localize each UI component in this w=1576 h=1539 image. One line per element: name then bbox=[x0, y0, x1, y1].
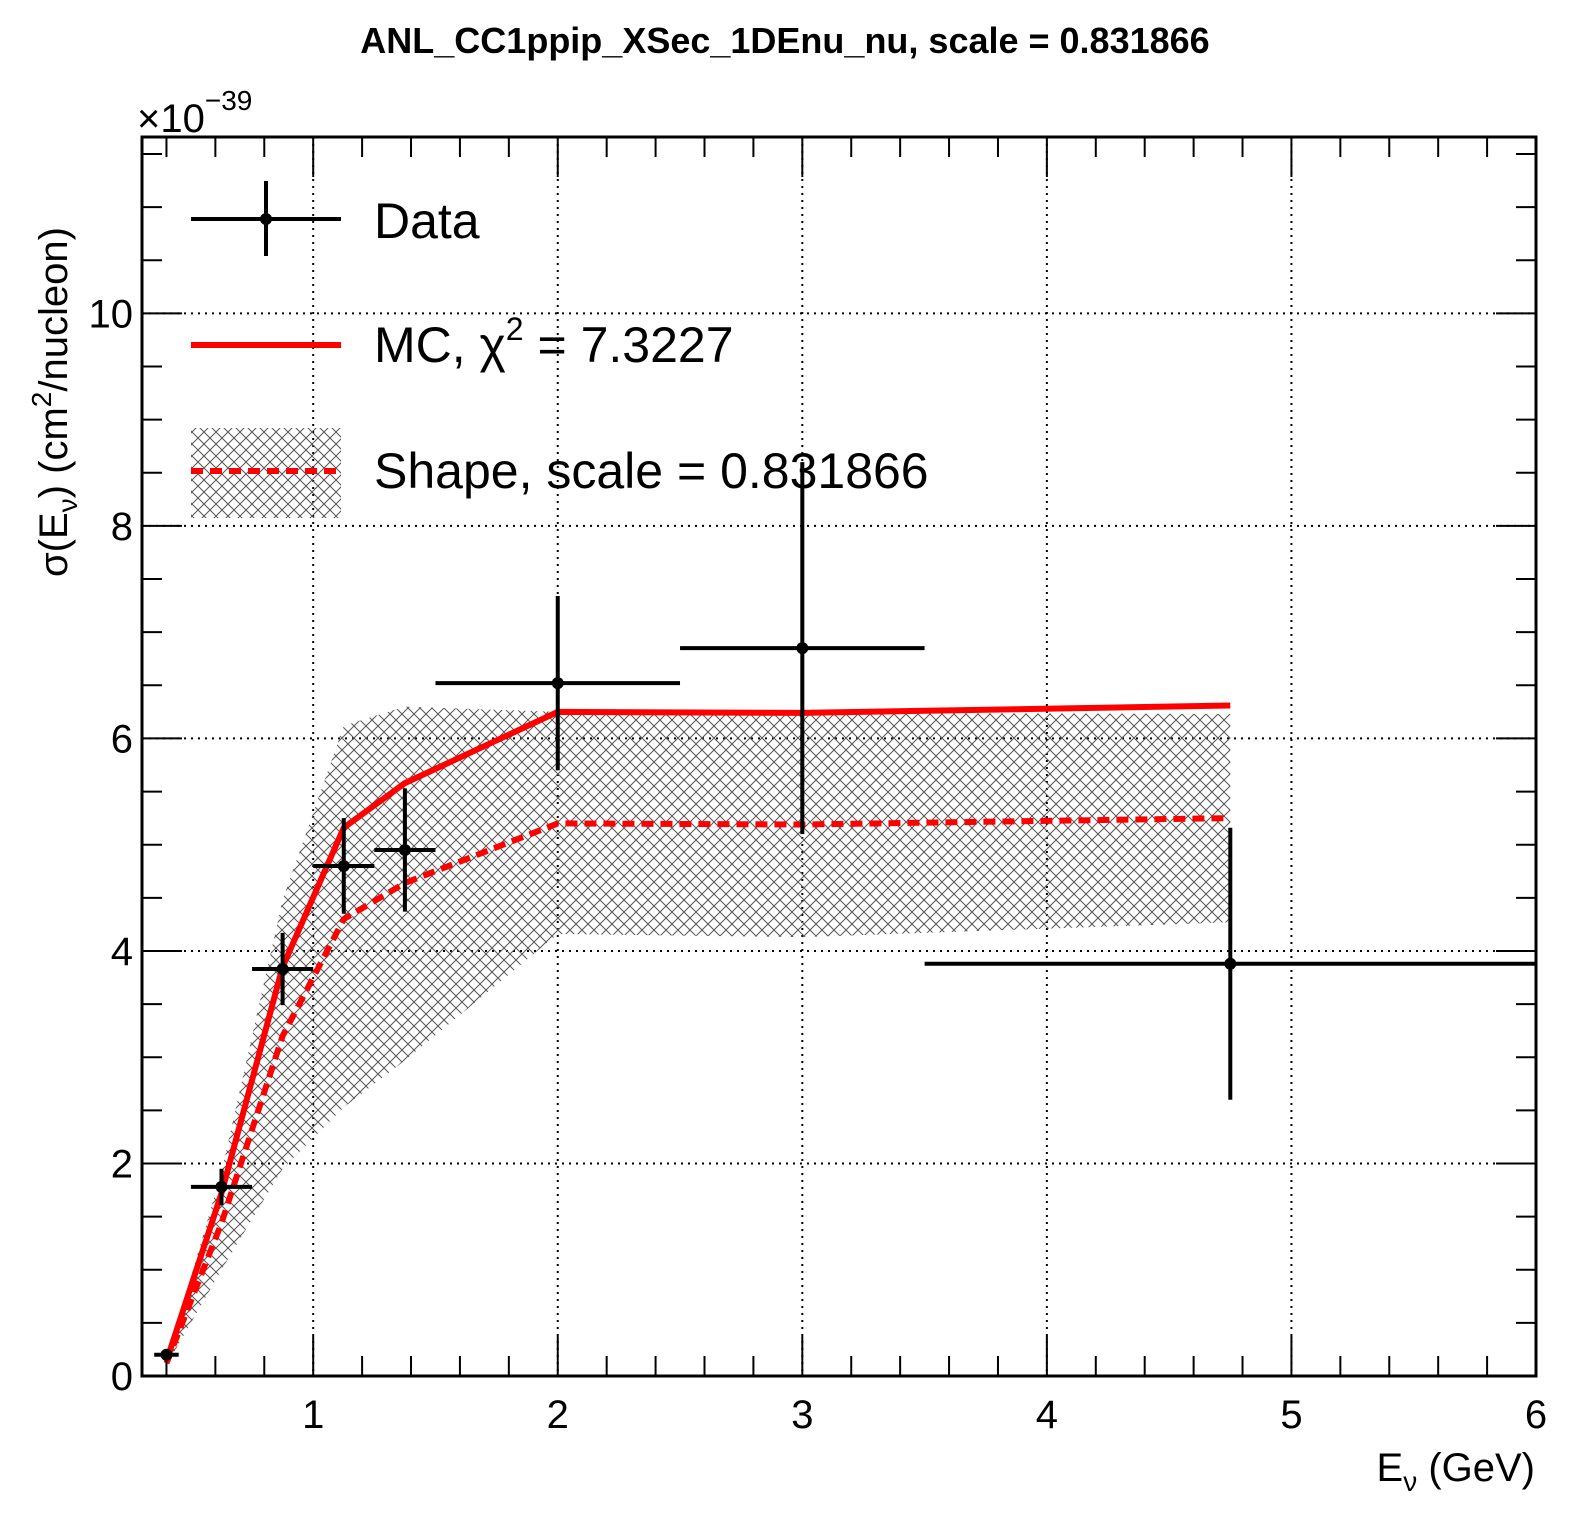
data-point bbox=[1224, 957, 1237, 970]
y-tick-label-2: 2 bbox=[111, 1142, 133, 1186]
chart-title: ANL_CC1ppip_XSec_1DEnu_nu, scale = 0.831… bbox=[360, 20, 1209, 61]
data-point bbox=[398, 844, 411, 857]
y-tick-label-4: 4 bbox=[111, 930, 133, 974]
legend-entry-data: Data bbox=[191, 181, 480, 256]
y-exponent-base: ×10 bbox=[137, 97, 205, 141]
x-tick-labels: 1 2 3 4 5 6 bbox=[302, 1393, 1547, 1437]
y-tick-label-8: 8 bbox=[111, 505, 133, 549]
axis-ticks bbox=[142, 137, 1537, 1377]
data-point-group bbox=[190, 1168, 253, 1205]
y-tick-label-10: 10 bbox=[89, 292, 134, 336]
x-tick-label-6: 6 bbox=[1525, 1393, 1547, 1437]
x-tick-label-3: 3 bbox=[791, 1393, 813, 1437]
legend-shape-label: Shape, scale = 0.831866 bbox=[374, 443, 929, 499]
data-series bbox=[154, 462, 1536, 1361]
legend-data-marker-point bbox=[260, 213, 272, 225]
data-point-group bbox=[435, 596, 681, 771]
data-point bbox=[796, 642, 809, 655]
data-point-group bbox=[252, 932, 314, 1006]
y-tick-label-0: 0 bbox=[111, 1355, 133, 1399]
data-point bbox=[160, 1348, 173, 1361]
plot-frame bbox=[140, 135, 1538, 1378]
legend: Data MC, χ2 = 7.3227 Shape, scale = 0.83… bbox=[191, 181, 929, 518]
data-point-group bbox=[313, 818, 375, 914]
x-axis-label: Eν (GeV) bbox=[1377, 1446, 1535, 1497]
shape-band-area bbox=[166, 706, 1231, 1366]
data-point bbox=[215, 1180, 228, 1193]
data-point bbox=[276, 963, 289, 976]
shape-error-band bbox=[166, 706, 1231, 1366]
x-tick-label-4: 4 bbox=[1036, 1393, 1058, 1437]
data-point-group bbox=[680, 462, 925, 835]
data-point-group bbox=[924, 827, 1536, 1100]
x-tick-label-5: 5 bbox=[1280, 1393, 1302, 1437]
y-exponent-label: ×10−39 bbox=[137, 85, 252, 141]
y-axis-label: σ(Eν) (cm2/nucleon) bbox=[26, 227, 83, 577]
legend-mc-label: MC, χ2 = 7.3227 bbox=[374, 311, 734, 373]
legend-entry-mc: MC, χ2 = 7.3227 bbox=[191, 311, 734, 373]
shape-line bbox=[163, 815, 1231, 1365]
y-exponent-power: −39 bbox=[205, 85, 253, 116]
legend-data-label: Data bbox=[374, 193, 480, 249]
data-point bbox=[551, 677, 564, 690]
data-point-group bbox=[374, 788, 436, 912]
mc-line bbox=[163, 702, 1231, 1363]
x-tick-label-2: 2 bbox=[547, 1393, 569, 1437]
data-point bbox=[337, 859, 350, 872]
y-tick-label-6: 6 bbox=[111, 717, 133, 761]
legend-entry-shape: Shape, scale = 0.831866 bbox=[191, 428, 929, 518]
x-tick-label-1: 1 bbox=[302, 1393, 324, 1437]
y-tick-labels: 0 2 4 6 8 10 bbox=[89, 292, 134, 1399]
